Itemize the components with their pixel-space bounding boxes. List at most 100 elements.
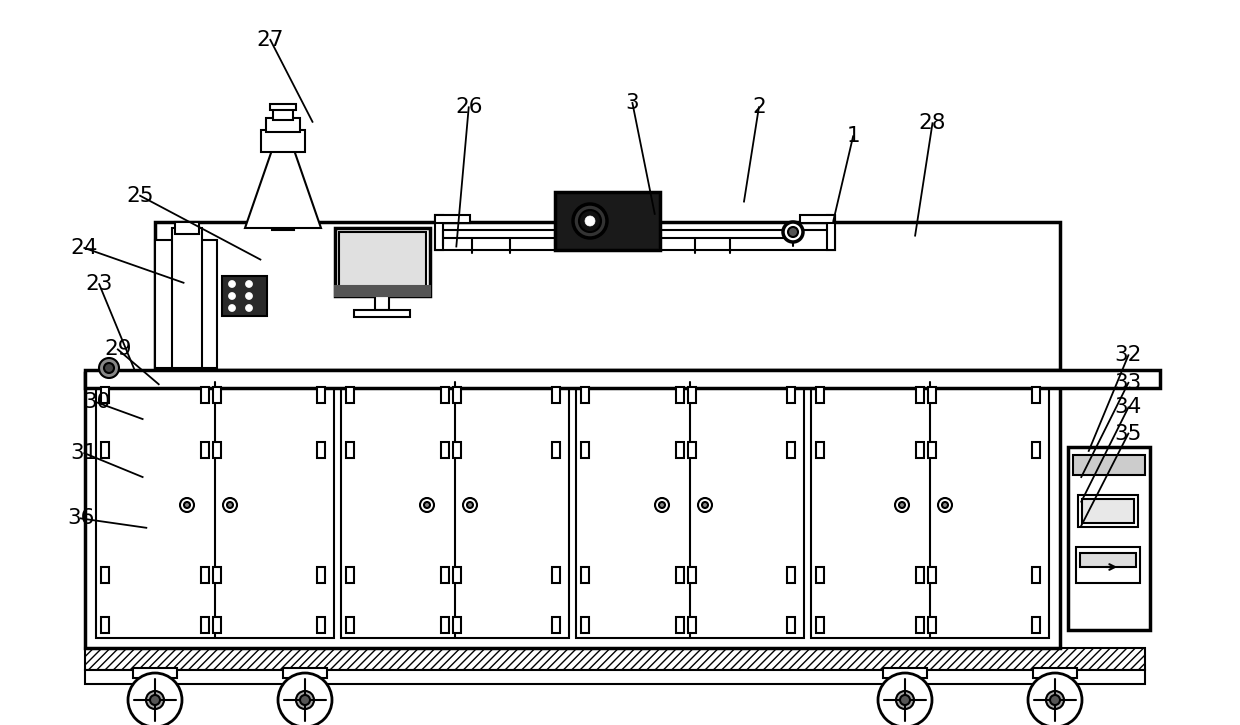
Bar (260, 130, 305, 152)
Bar (441, 617, 449, 633)
Bar (688, 567, 696, 583)
Bar (335, 286, 430, 296)
Bar (155, 240, 217, 368)
Bar (688, 442, 696, 458)
Bar (346, 387, 353, 403)
Bar (916, 387, 924, 403)
Bar (272, 150, 294, 230)
Circle shape (579, 210, 601, 232)
Bar (100, 567, 109, 583)
Circle shape (246, 292, 253, 299)
Circle shape (463, 498, 477, 512)
Bar (270, 104, 296, 110)
Bar (1080, 553, 1136, 567)
Bar (317, 567, 325, 583)
Circle shape (420, 498, 434, 512)
Text: 30: 30 (83, 392, 110, 413)
Bar (787, 387, 795, 403)
Text: 26: 26 (455, 97, 482, 117)
Circle shape (150, 695, 160, 705)
Bar (676, 387, 684, 403)
Bar (86, 648, 1145, 670)
Bar (1078, 495, 1138, 527)
Bar (552, 617, 560, 633)
Bar (552, 387, 560, 403)
Circle shape (146, 691, 164, 709)
Bar (317, 442, 325, 458)
Bar (816, 617, 825, 633)
Bar (453, 617, 461, 633)
Bar (100, 387, 109, 403)
Text: 24: 24 (71, 238, 98, 258)
Circle shape (246, 304, 253, 312)
Bar (353, 310, 410, 317)
Bar (435, 230, 835, 250)
Circle shape (278, 673, 332, 725)
Circle shape (897, 691, 914, 709)
Bar (577, 382, 804, 638)
Bar (441, 442, 449, 458)
Bar (916, 442, 924, 458)
Bar (1032, 387, 1040, 403)
Circle shape (467, 502, 472, 508)
Circle shape (104, 363, 114, 373)
Bar (213, 567, 221, 583)
Bar (1032, 442, 1040, 458)
Bar (916, 617, 924, 633)
Circle shape (937, 498, 952, 512)
Circle shape (296, 691, 314, 709)
Circle shape (899, 502, 905, 508)
Circle shape (658, 502, 665, 508)
Bar (201, 442, 210, 458)
Text: 27: 27 (257, 30, 284, 50)
Bar (688, 617, 696, 633)
Text: 33: 33 (1115, 373, 1142, 393)
Circle shape (655, 498, 670, 512)
Bar (213, 617, 221, 633)
Circle shape (698, 498, 712, 512)
Circle shape (99, 358, 119, 378)
Circle shape (782, 222, 804, 242)
Circle shape (228, 292, 236, 299)
Bar (213, 387, 221, 403)
Bar (928, 617, 936, 633)
Bar (787, 442, 795, 458)
Circle shape (878, 673, 932, 725)
Bar (582, 617, 589, 633)
Bar (201, 387, 210, 403)
Bar (816, 442, 825, 458)
Bar (435, 215, 443, 250)
Bar (916, 567, 924, 583)
Text: 32: 32 (1115, 345, 1142, 365)
Bar (267, 118, 300, 132)
Bar (552, 567, 560, 583)
Bar (1032, 567, 1040, 583)
Bar (800, 215, 835, 223)
Bar (441, 387, 449, 403)
Bar (1032, 617, 1040, 633)
Bar (928, 387, 936, 403)
Text: 3: 3 (626, 93, 639, 113)
Bar (172, 228, 202, 368)
Bar (582, 442, 589, 458)
Polygon shape (246, 150, 321, 228)
Circle shape (702, 502, 708, 508)
Bar (201, 617, 210, 633)
Bar (1068, 447, 1149, 630)
Bar (86, 373, 1060, 648)
Circle shape (573, 204, 608, 238)
Bar (787, 567, 795, 583)
Circle shape (900, 695, 910, 705)
Bar (441, 567, 449, 583)
Text: 34: 34 (1115, 397, 1142, 418)
Bar (1076, 547, 1140, 583)
Text: 28: 28 (919, 113, 946, 133)
Bar (883, 668, 928, 678)
Circle shape (1028, 673, 1083, 725)
Bar (95, 382, 334, 638)
Bar (435, 215, 470, 223)
Bar (816, 387, 825, 403)
Bar (676, 442, 684, 458)
Bar (688, 387, 696, 403)
Circle shape (228, 304, 236, 312)
